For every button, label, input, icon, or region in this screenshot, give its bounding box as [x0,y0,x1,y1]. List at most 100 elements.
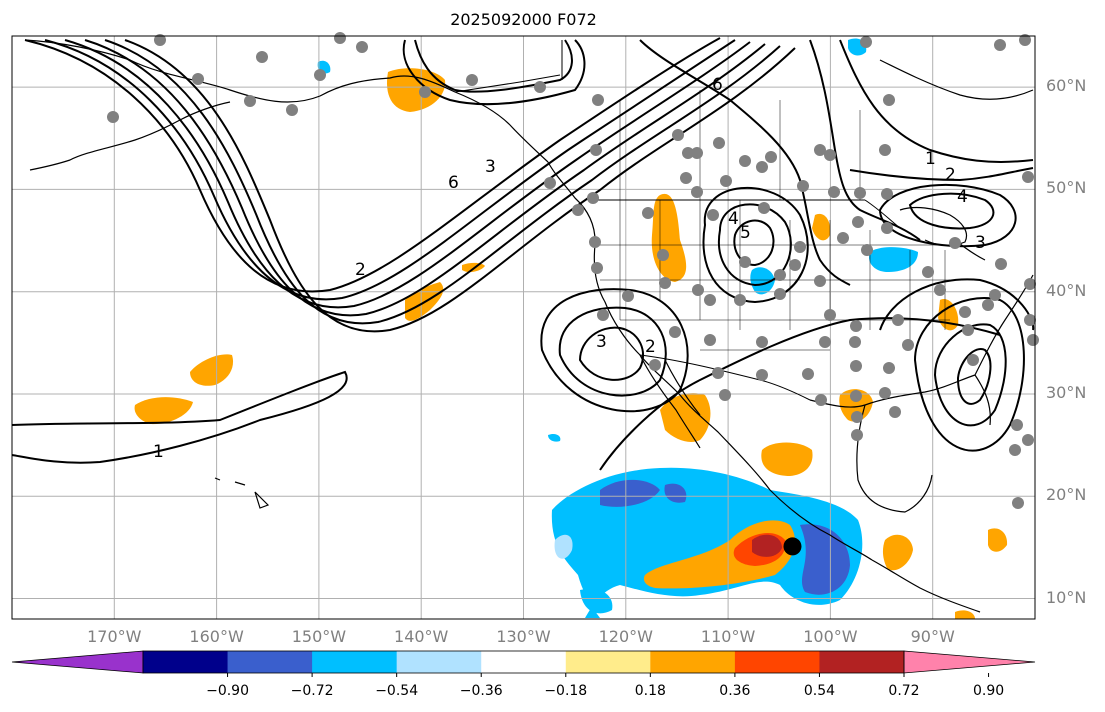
station-dot [642,207,654,219]
station-dot [286,104,298,116]
station-dot [994,39,1006,51]
station-dot [256,51,268,63]
lat-tick-label: 40°N [1046,280,1087,300]
station-dot [544,177,556,189]
station-dot [719,389,731,401]
lon-tick-label: 90°W [910,627,955,646]
station-dot [334,32,346,44]
station-markers [107,32,1039,509]
lon-tick-label: 170°W [87,627,142,646]
station-dot [1012,497,1024,509]
station-dot [1024,314,1036,326]
colorbar-tick-label: −0.36 [459,683,503,699]
station-dot [851,411,863,423]
contour-label: 4 [957,187,968,207]
station-dot [850,320,862,332]
station-dot [1009,444,1021,456]
colorbar-bin [481,651,567,673]
station-dot [756,161,768,173]
station-dot [967,354,979,366]
lat-tick-label: 50°N [1046,178,1087,198]
station-dot [849,336,861,348]
station-dot [669,326,681,338]
lon-tick-label: 140°W [394,627,449,646]
contour-label: 6 [448,173,459,193]
station-dot [649,359,661,371]
station-dot [659,277,671,289]
colorbar-bin [396,651,482,673]
colorbar-tick-label: −0.90 [206,683,249,699]
station-dot [922,266,934,278]
station-dot [828,186,840,198]
station-dot [591,262,603,274]
station-dot [1022,171,1034,183]
map-title: 2025092000 F072 [450,10,597,29]
station-dot [587,192,599,204]
station-dot [739,155,751,167]
station-dot [244,95,256,107]
station-dot [657,249,669,261]
station-dot [797,180,809,192]
station-dot [572,204,584,216]
station-dot [590,144,602,156]
station-dot [756,336,768,348]
station-dot [852,216,864,228]
colorbar-tick-label: 0.36 [719,683,751,699]
station-dot [824,149,836,161]
station-dot [883,94,895,106]
lat-tick-label: 30°N [1046,382,1087,402]
lon-tick-label: 150°W [291,627,347,646]
contour-label: 6 [712,75,723,95]
lon-tick-label: 130°W [496,627,551,646]
colorbar-tick-label: −0.54 [375,683,419,699]
station-dot [802,368,814,380]
station-dot [854,187,866,199]
station-dot [851,429,863,441]
contour-label: 3 [485,157,496,177]
station-dot [989,289,1001,301]
contour-lines [11,37,1035,471]
colorbar-frame [142,650,905,674]
station-dot [879,387,891,399]
station-dot [959,306,971,318]
station-dot [682,147,694,159]
station-dot [691,186,703,198]
station-dot [765,151,777,163]
station-dot [466,74,478,86]
station-dot [734,294,746,306]
station-dot [713,137,725,149]
station-dot [815,394,827,406]
station-dot [962,324,974,336]
station-dot [881,222,893,234]
station-dot [995,258,1007,270]
station-dot [881,188,893,200]
station-dot [982,299,994,311]
station-dot [758,202,770,214]
station-dot [692,284,704,296]
station-dot [794,241,806,253]
colorbar-bin [312,651,398,673]
colorbar-tick-label: 0.72 [888,683,920,699]
station-dot [707,209,719,221]
station-dot [889,406,901,418]
colorbar-bin [143,651,229,673]
station-dot [356,41,368,53]
station-dot [837,232,849,244]
colorbar-bin [650,651,736,673]
station-dot [597,309,609,321]
station-dot [192,73,204,85]
station-dot [1011,419,1023,431]
lat-tick-label: 60°N [1046,76,1087,96]
station-dot [704,334,716,346]
contour-label: 2 [645,337,656,357]
colorbar-max-extend [903,650,1036,674]
station-dot [680,172,692,184]
station-dot [107,111,119,123]
station-dot [949,237,961,249]
station-dot [879,144,891,156]
station-dot [1022,434,1034,446]
station-dot [592,94,604,106]
station-dot [314,69,326,81]
colorbar-tick-label: 0.54 [803,683,836,699]
